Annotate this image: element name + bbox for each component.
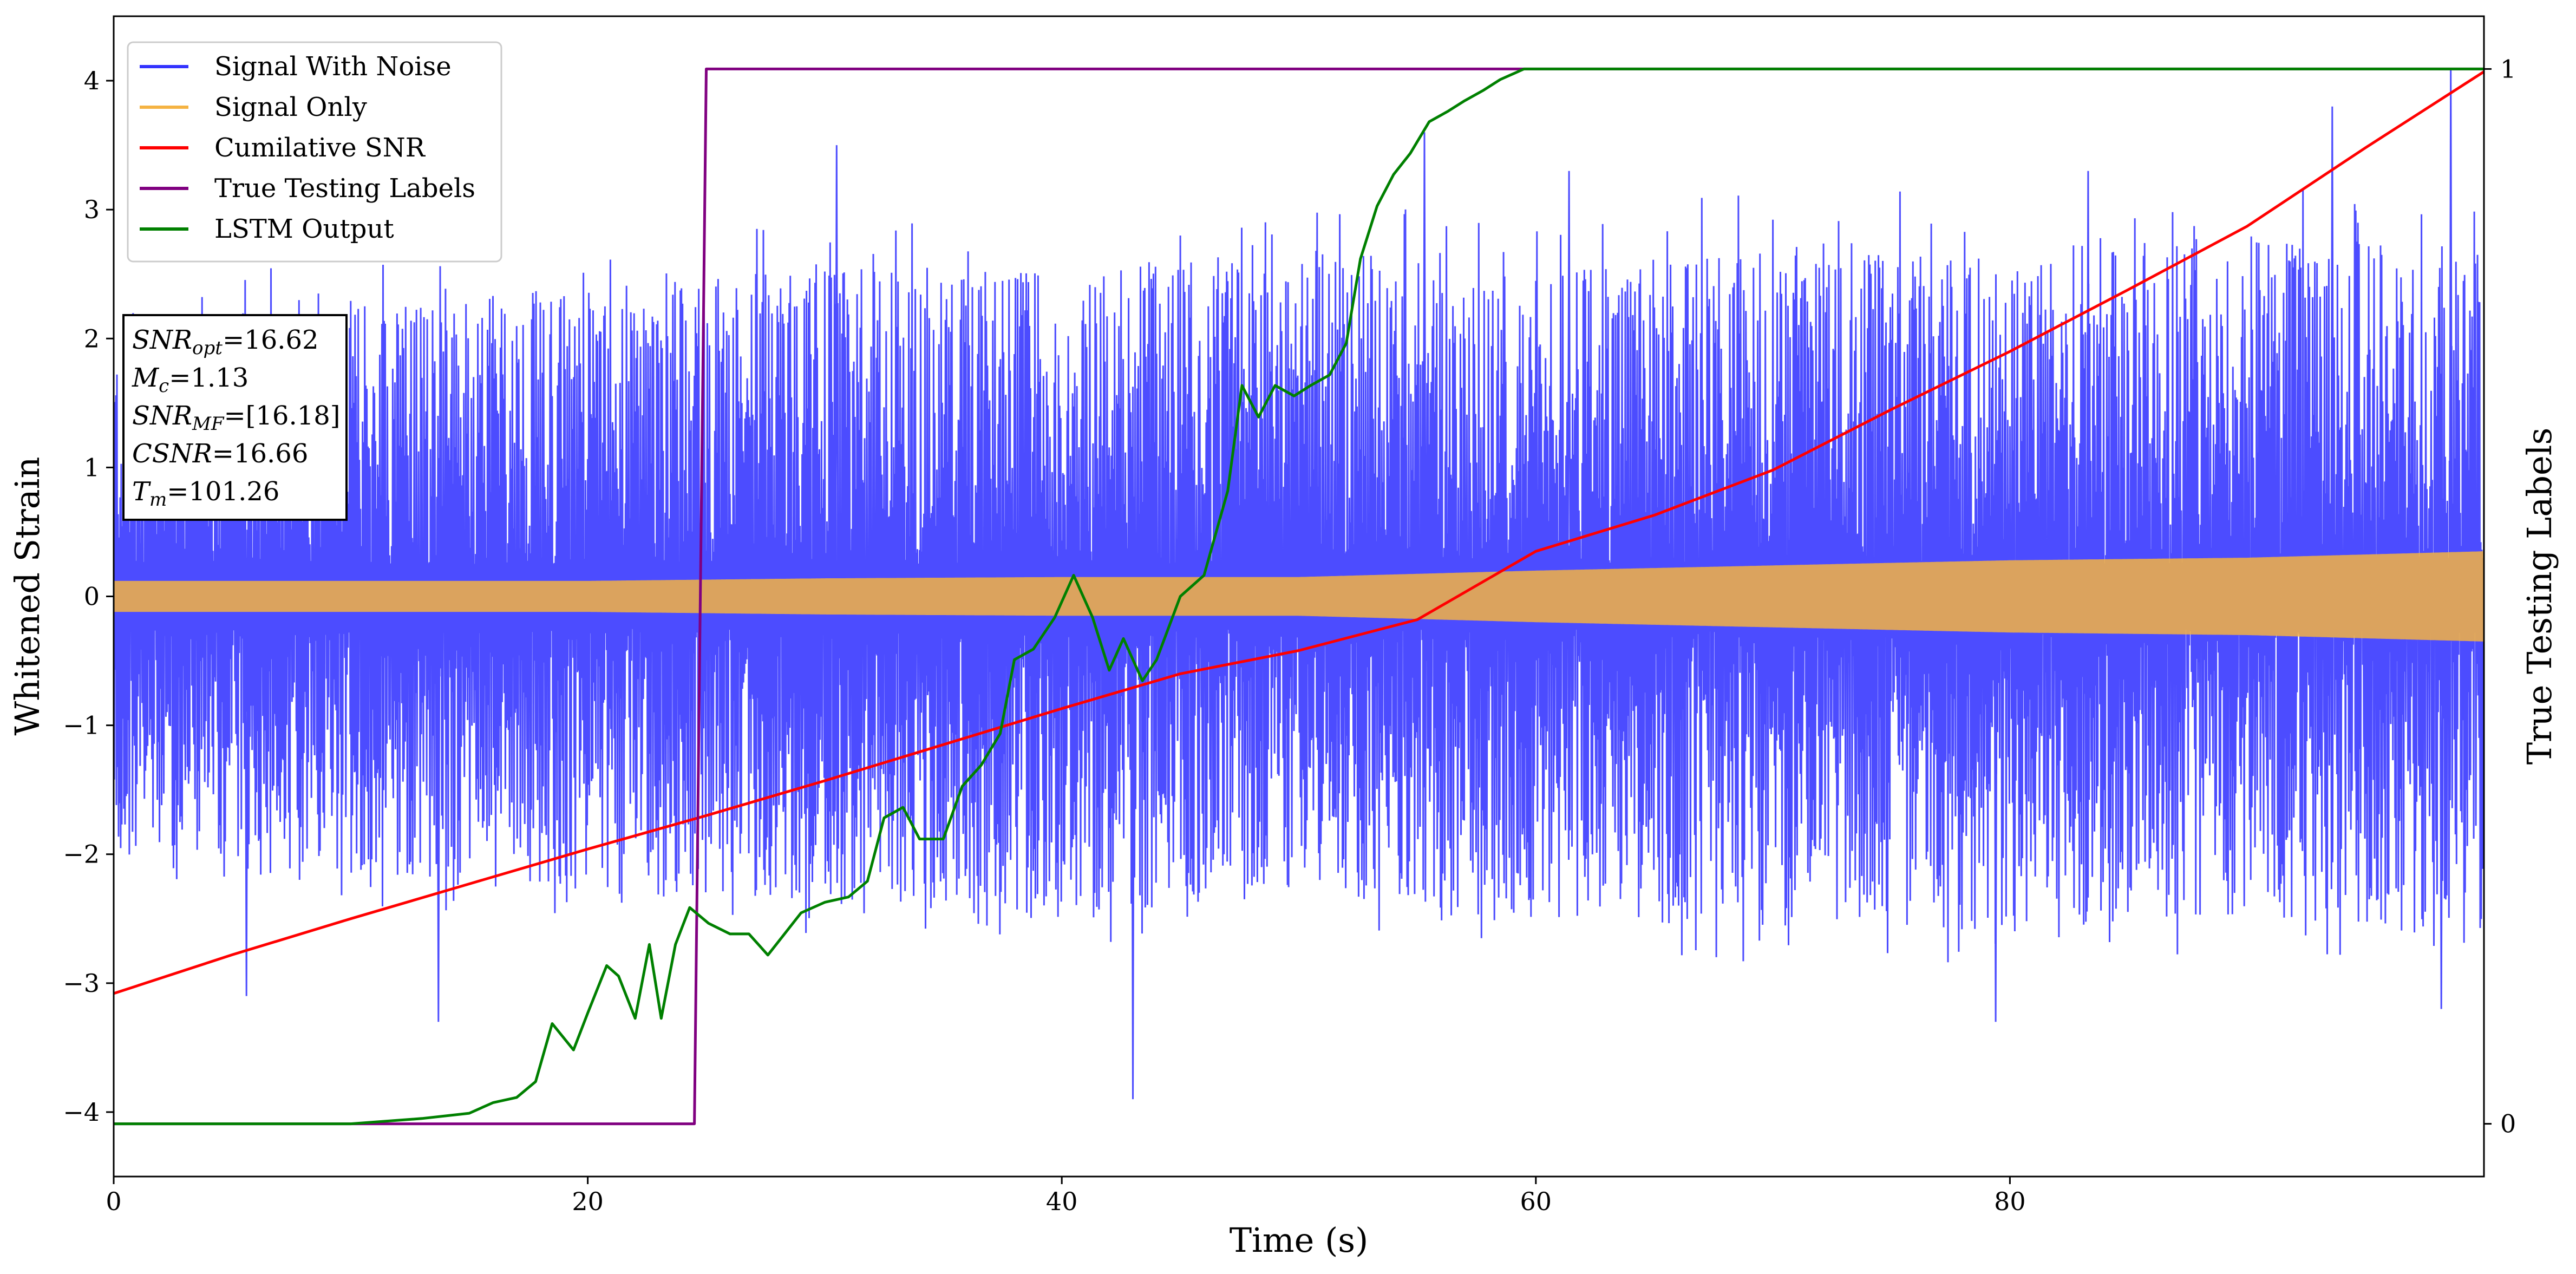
parameter-info-box: SNRopt=16.62 Mc=1.13 SNRMF=[16.18] CSNR=16.… <box>122 314 348 521</box>
series-cumilative-snr <box>114 70 2484 995</box>
legend-label: LSTM Output <box>214 214 394 244</box>
series-lstm-output <box>114 67 2484 1126</box>
legend-box <box>127 41 502 263</box>
legend: Signal With Noise Signal Only Cumilative S… <box>127 41 502 263</box>
y-right-tick-label: 1 <box>2500 54 2516 83</box>
info-line: SNRopt=16.62 <box>132 325 319 359</box>
y-tick-label: −1 <box>63 711 100 740</box>
y-axis-label-right: True Testing Labels <box>2520 428 2559 765</box>
legend-label: Signal With Noise <box>214 51 452 82</box>
x-axis-label: Time (s) <box>1230 1220 1369 1260</box>
y-tick-label: 1 <box>84 453 100 482</box>
y-axis-label-left: Whitened Strain <box>8 457 47 736</box>
y-tick-label: −4 <box>63 1097 100 1127</box>
y-right-tick-label: 0 <box>2500 1109 2516 1139</box>
info-box-frame <box>122 314 348 521</box>
x-tick-label: 20 <box>572 1187 604 1216</box>
y-tick-label: −2 <box>63 840 100 869</box>
x-tick-label: 60 <box>1520 1187 1552 1216</box>
legend-label: Signal Only <box>214 92 367 122</box>
info-line: SNRMF=[16.18] <box>132 401 341 435</box>
plot-area <box>114 67 2484 1126</box>
y-tick-label: −3 <box>63 969 100 998</box>
x-tick-label: 80 <box>1994 1187 2026 1216</box>
y-tick-label: 3 <box>84 195 100 224</box>
info-line: Tm=101.26 <box>132 476 279 511</box>
info-line: CSNR=16.66 <box>132 439 308 469</box>
legend-label: Cumilative SNR <box>214 133 426 163</box>
legend-label: True Testing Labels <box>214 173 475 204</box>
y-tick-label: 0 <box>84 582 100 611</box>
series-signal-only <box>114 551 2484 642</box>
info-line: Mc=1.13 <box>132 363 249 397</box>
x-tick-label: 0 <box>106 1187 121 1216</box>
y-tick-label: 4 <box>84 66 100 95</box>
x-tick-label: 40 <box>1046 1187 1078 1216</box>
y-tick-label: 2 <box>84 324 100 353</box>
